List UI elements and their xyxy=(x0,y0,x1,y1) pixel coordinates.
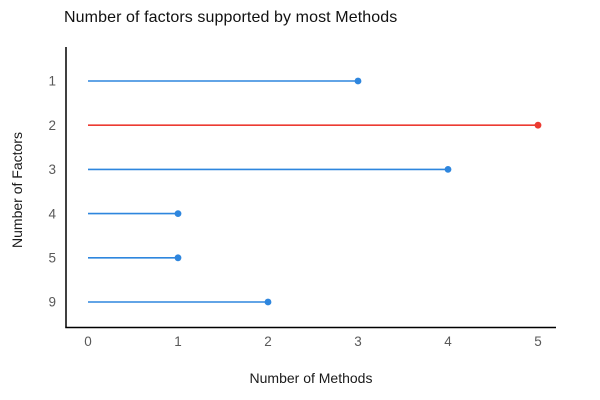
y-category-label: 1 xyxy=(48,74,56,89)
y-category-label: 4 xyxy=(48,206,56,221)
x-tick-label: 1 xyxy=(174,334,182,349)
data-point-dot xyxy=(174,210,182,218)
x-tick-label: 5 xyxy=(534,334,542,349)
data-point-dot xyxy=(534,121,542,129)
x-tick-label: 2 xyxy=(264,334,272,349)
y-category-label: 3 xyxy=(48,162,56,177)
y-category-label: 9 xyxy=(48,295,56,310)
x-axis-title: Number of Methods xyxy=(249,370,373,386)
x-tick-label: 4 xyxy=(444,334,452,349)
data-point-dot xyxy=(264,298,272,306)
x-tick-label: 3 xyxy=(354,334,362,349)
chart-title: Number of factors supported by most Meth… xyxy=(64,9,398,26)
y-category-label: 2 xyxy=(48,118,56,133)
data-point-dot xyxy=(354,77,362,85)
data-point-dot xyxy=(174,254,182,262)
data-point-dot xyxy=(444,166,452,173)
y-category-label: 5 xyxy=(48,251,56,266)
x-tick-label: 0 xyxy=(84,334,92,349)
